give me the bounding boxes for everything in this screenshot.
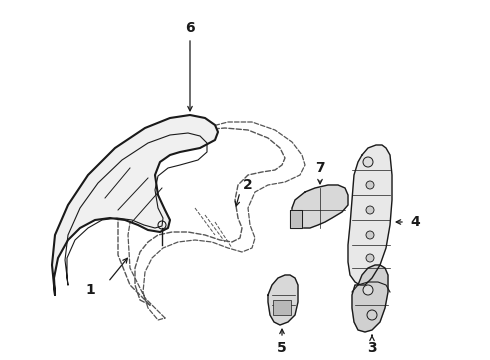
Text: 6: 6 (185, 21, 195, 35)
Polygon shape (352, 265, 388, 332)
Circle shape (366, 181, 374, 189)
Text: 3: 3 (367, 341, 377, 355)
Bar (273, 300, 291, 315)
Text: 4: 4 (410, 215, 420, 229)
Polygon shape (348, 145, 392, 285)
Circle shape (366, 254, 374, 262)
Text: 1: 1 (85, 283, 95, 297)
Polygon shape (52, 115, 218, 295)
Polygon shape (292, 185, 348, 228)
Text: 5: 5 (277, 341, 287, 355)
Polygon shape (268, 275, 298, 325)
Circle shape (366, 206, 374, 214)
Polygon shape (290, 210, 302, 228)
Text: 2: 2 (243, 178, 253, 192)
Circle shape (366, 231, 374, 239)
Text: 7: 7 (315, 161, 325, 175)
Circle shape (363, 157, 373, 167)
Circle shape (363, 285, 373, 295)
